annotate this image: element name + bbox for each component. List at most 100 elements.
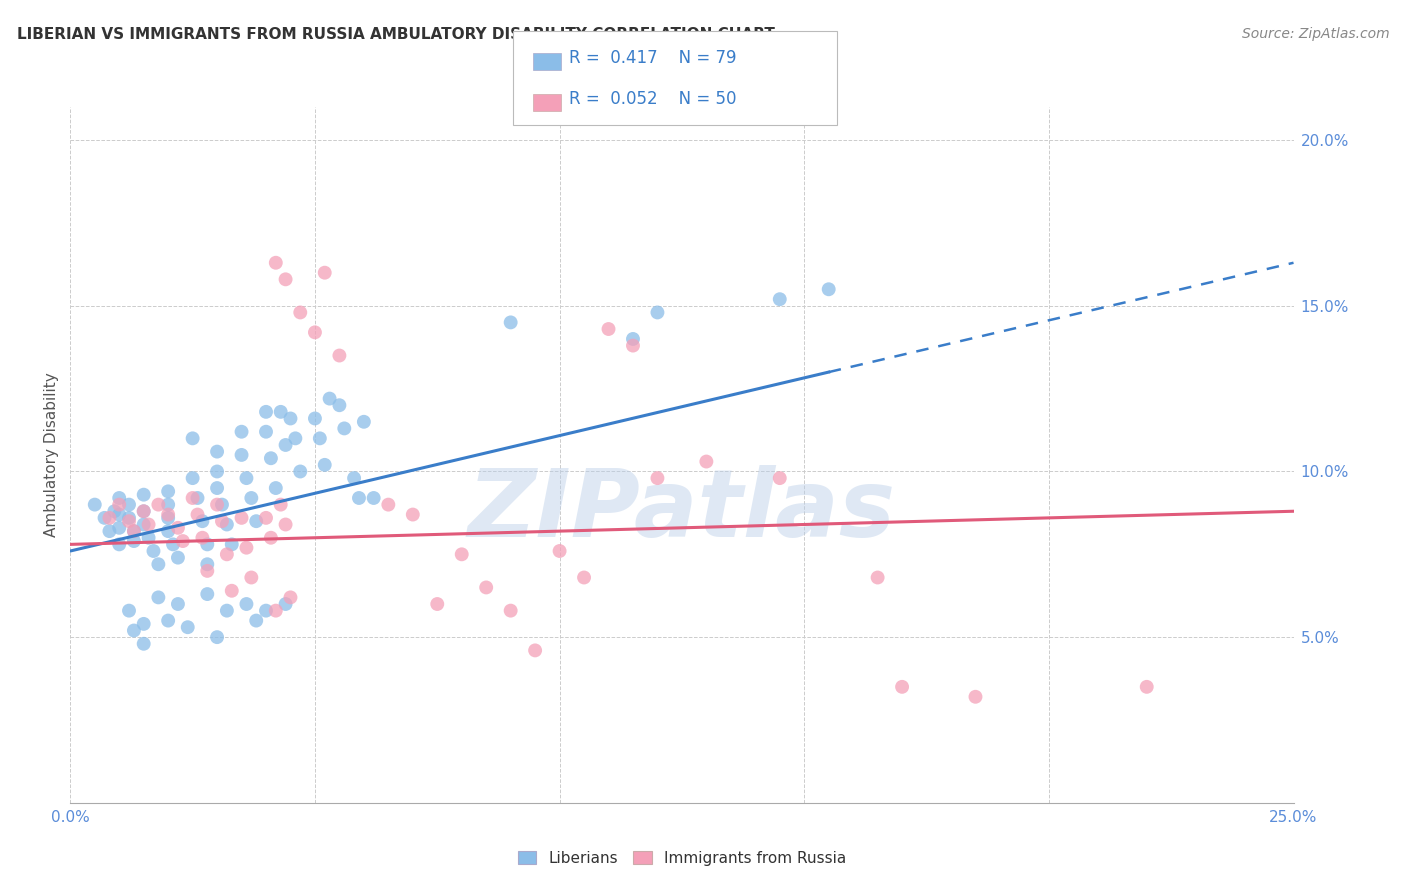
Point	[450, 547, 472, 561]
Point	[122, 534, 145, 549]
Point	[132, 517, 155, 532]
Point	[965, 690, 987, 704]
Point	[132, 616, 155, 631]
Point	[598, 322, 620, 336]
Point	[157, 484, 180, 499]
Point	[499, 604, 522, 618]
Point	[235, 597, 257, 611]
Point	[402, 508, 425, 522]
Point	[221, 583, 243, 598]
Point	[318, 392, 340, 406]
Point	[290, 465, 312, 479]
Point	[93, 511, 115, 525]
Point	[148, 498, 170, 512]
Point	[1136, 680, 1159, 694]
Point	[205, 465, 228, 479]
Point	[181, 491, 204, 505]
Point	[280, 591, 302, 605]
Point	[270, 405, 292, 419]
Text: R =  0.417    N = 79: R = 0.417 N = 79	[569, 49, 737, 67]
Point	[157, 508, 180, 522]
Point	[205, 630, 228, 644]
Point	[290, 305, 312, 319]
Point	[274, 272, 297, 286]
Point	[363, 491, 385, 505]
Point	[270, 498, 292, 512]
Point	[191, 514, 214, 528]
Point	[260, 531, 283, 545]
Point	[162, 537, 184, 551]
Point	[240, 570, 263, 584]
Point	[548, 544, 571, 558]
Point	[132, 637, 155, 651]
Point	[891, 680, 914, 694]
Point	[221, 537, 243, 551]
Point	[138, 531, 160, 545]
Point	[254, 604, 277, 618]
Point	[211, 498, 233, 512]
Point	[572, 570, 595, 584]
Point	[264, 604, 287, 618]
Point	[280, 411, 302, 425]
Point	[314, 266, 336, 280]
Point	[118, 498, 141, 512]
Point	[353, 415, 375, 429]
Point	[157, 614, 180, 628]
Point	[157, 498, 180, 512]
Point	[769, 471, 792, 485]
Point	[274, 438, 297, 452]
Y-axis label: Ambulatory Disability: Ambulatory Disability	[44, 373, 59, 537]
Text: ZIPatlas: ZIPatlas	[468, 465, 896, 557]
Point	[108, 521, 131, 535]
Point	[215, 547, 238, 561]
Point	[215, 604, 238, 618]
Point	[245, 614, 267, 628]
Point	[245, 514, 267, 528]
Point	[304, 411, 326, 425]
Point	[240, 491, 263, 505]
Point	[254, 511, 277, 525]
Point	[254, 425, 277, 439]
Point	[343, 471, 366, 485]
Point	[177, 620, 200, 634]
Point	[157, 524, 180, 538]
Point	[274, 597, 297, 611]
Point	[231, 448, 253, 462]
Text: LIBERIAN VS IMMIGRANTS FROM RUSSIA AMBULATORY DISABILITY CORRELATION CHART: LIBERIAN VS IMMIGRANTS FROM RUSSIA AMBUL…	[17, 27, 775, 42]
Point	[328, 398, 350, 412]
Point	[377, 498, 399, 512]
Point	[205, 481, 228, 495]
Point	[122, 524, 145, 538]
Point	[132, 504, 155, 518]
Point	[118, 604, 141, 618]
Point	[195, 587, 218, 601]
Point	[186, 491, 208, 505]
Point	[108, 537, 131, 551]
Point	[103, 504, 125, 518]
Point	[118, 511, 141, 525]
Point	[475, 581, 498, 595]
Point	[308, 431, 330, 445]
Point	[215, 517, 238, 532]
Point	[122, 624, 145, 638]
Point	[260, 451, 283, 466]
Point	[264, 481, 287, 495]
Point	[132, 504, 155, 518]
Point	[195, 564, 218, 578]
Point	[186, 508, 208, 522]
Point	[621, 338, 644, 352]
Point	[195, 537, 218, 551]
Point	[98, 524, 121, 538]
Point	[695, 454, 717, 468]
Point	[148, 558, 170, 572]
Point	[231, 511, 253, 525]
Point	[524, 643, 547, 657]
Point	[181, 471, 204, 485]
Point	[499, 315, 522, 329]
Point	[167, 597, 190, 611]
Point	[205, 498, 228, 512]
Point	[108, 498, 131, 512]
Point	[621, 332, 644, 346]
Point	[284, 431, 307, 445]
Point	[132, 488, 155, 502]
